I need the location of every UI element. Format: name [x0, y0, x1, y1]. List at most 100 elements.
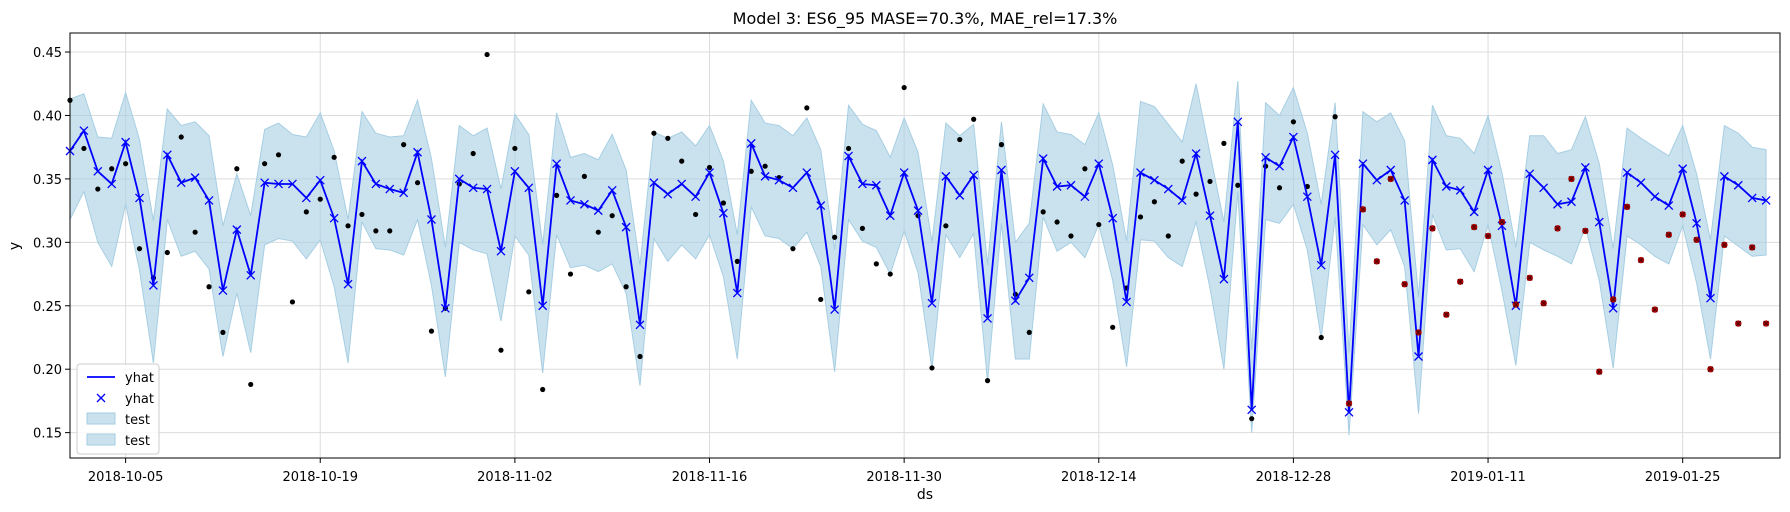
actual-point	[164, 249, 170, 256]
yhat-marker	[427, 215, 436, 224]
actual-point	[373, 228, 379, 234]
actual-point	[1068, 233, 1074, 239]
actual-point	[665, 135, 671, 141]
yhat-marker	[1678, 164, 1688, 174]
yhat-marker	[301, 193, 311, 203]
actual-point	[1096, 221, 1102, 228]
yhat-marker	[1038, 154, 1048, 164]
yhat-marker	[607, 185, 617, 195]
test-actual-point	[1443, 311, 1450, 318]
y-tick-label: 0.35	[33, 173, 62, 188]
x-axis: 2018-10-05 2018-10-19 2018-11-02 2018-11-16…	[88, 458, 1720, 485]
yhat-marker	[1149, 175, 1159, 185]
actual-point	[1151, 199, 1157, 205]
x-tick-label: 2019-01-11	[1450, 470, 1526, 485]
yhat-marker	[1247, 405, 1257, 415]
test-actual-point	[1554, 225, 1561, 232]
actual-point	[109, 166, 115, 172]
test-actual-point	[1387, 175, 1394, 183]
yhat-marker	[1483, 165, 1493, 175]
legend-band-swatch	[86, 433, 116, 446]
actual-point	[693, 211, 699, 218]
yhat-marker	[593, 206, 603, 216]
yhat-marker	[1066, 180, 1076, 190]
actual-point	[484, 51, 490, 58]
actual-point	[567, 271, 574, 277]
legend-marker-swatch	[96, 393, 106, 403]
yhat-marker	[732, 288, 742, 298]
yhat-marker	[524, 183, 534, 193]
test-actual-point	[1429, 225, 1436, 232]
test-actual-point	[1679, 211, 1686, 218]
yhat-marker	[1692, 218, 1702, 228]
yhat-marker	[538, 301, 548, 311]
actual-point	[553, 192, 560, 198]
yhat-marker	[246, 270, 256, 280]
actual-point	[428, 328, 435, 334]
legend: yhat yhat test test	[76, 363, 160, 455]
yhat-marker	[107, 179, 117, 189]
yhat-marker	[983, 313, 993, 323]
yhat-marker	[1163, 184, 1173, 194]
yhat-marker	[1372, 175, 1382, 185]
yhat-marker	[329, 213, 339, 223]
yhat-marker	[899, 168, 909, 178]
actual-point	[943, 223, 949, 229]
x-tick-label: 2018-11-30	[866, 470, 942, 485]
yhat-marker	[844, 151, 853, 161]
actual-point	[1332, 114, 1338, 120]
yhat-series	[65, 117, 1771, 417]
actual-point	[651, 130, 657, 136]
actual-point	[609, 213, 615, 219]
actual-point	[929, 365, 935, 371]
actual-point	[1249, 416, 1255, 422]
actual-point	[206, 284, 212, 290]
yhat-marker	[468, 183, 478, 193]
confidence-band	[69, 81, 1767, 436]
band-area	[69, 81, 1767, 436]
yhat-marker	[1010, 296, 1020, 306]
actual-point	[637, 353, 643, 360]
actual-point	[623, 284, 629, 290]
actual-point	[762, 163, 768, 169]
x-tick-label: 2018-10-19	[282, 470, 358, 485]
test-actual-point	[1457, 278, 1464, 285]
yhat-marker	[552, 159, 562, 169]
y-tick-label: 0.40	[33, 109, 62, 124]
actual-point	[832, 234, 838, 240]
test-actual-point	[1721, 241, 1728, 249]
yhat-marker	[260, 178, 270, 188]
yhat-marker	[760, 171, 770, 181]
yhat-marker	[1650, 192, 1660, 202]
yhat-marker	[635, 320, 645, 330]
actual-point	[289, 299, 296, 305]
test-actual-point	[1484, 232, 1492, 240]
yhat-marker	[232, 225, 242, 235]
yhat-marker	[969, 170, 979, 180]
yhat-marker	[997, 165, 1006, 175]
yhat-marker	[496, 246, 506, 256]
test-actual-point	[1582, 227, 1589, 235]
actual-point	[178, 134, 184, 140]
yhat-marker	[663, 189, 673, 199]
actual-point	[845, 145, 852, 152]
legend-label: yhat	[125, 392, 154, 407]
actual-point	[1235, 182, 1241, 188]
test-actual-point	[1693, 236, 1700, 243]
yhat-marker	[1664, 201, 1674, 210]
actual-point	[679, 158, 685, 164]
yhat-marker	[1580, 163, 1590, 172]
actual-point	[1026, 329, 1032, 336]
actual-point	[1110, 324, 1116, 330]
grid-lines	[70, 33, 1780, 458]
yhat-marker	[1525, 169, 1535, 179]
yhat-marker	[941, 171, 951, 181]
test-actual-points	[1345, 175, 1770, 407]
yhat-marker	[1275, 161, 1284, 171]
yhat-marker	[1469, 207, 1479, 217]
x-tick-label: 2018-11-16	[672, 470, 748, 485]
test-actual-point	[1748, 244, 1756, 251]
y-tick-label: 0.45	[33, 46, 62, 61]
y-tick-label: 0.25	[33, 300, 62, 315]
legend-box	[76, 363, 160, 455]
